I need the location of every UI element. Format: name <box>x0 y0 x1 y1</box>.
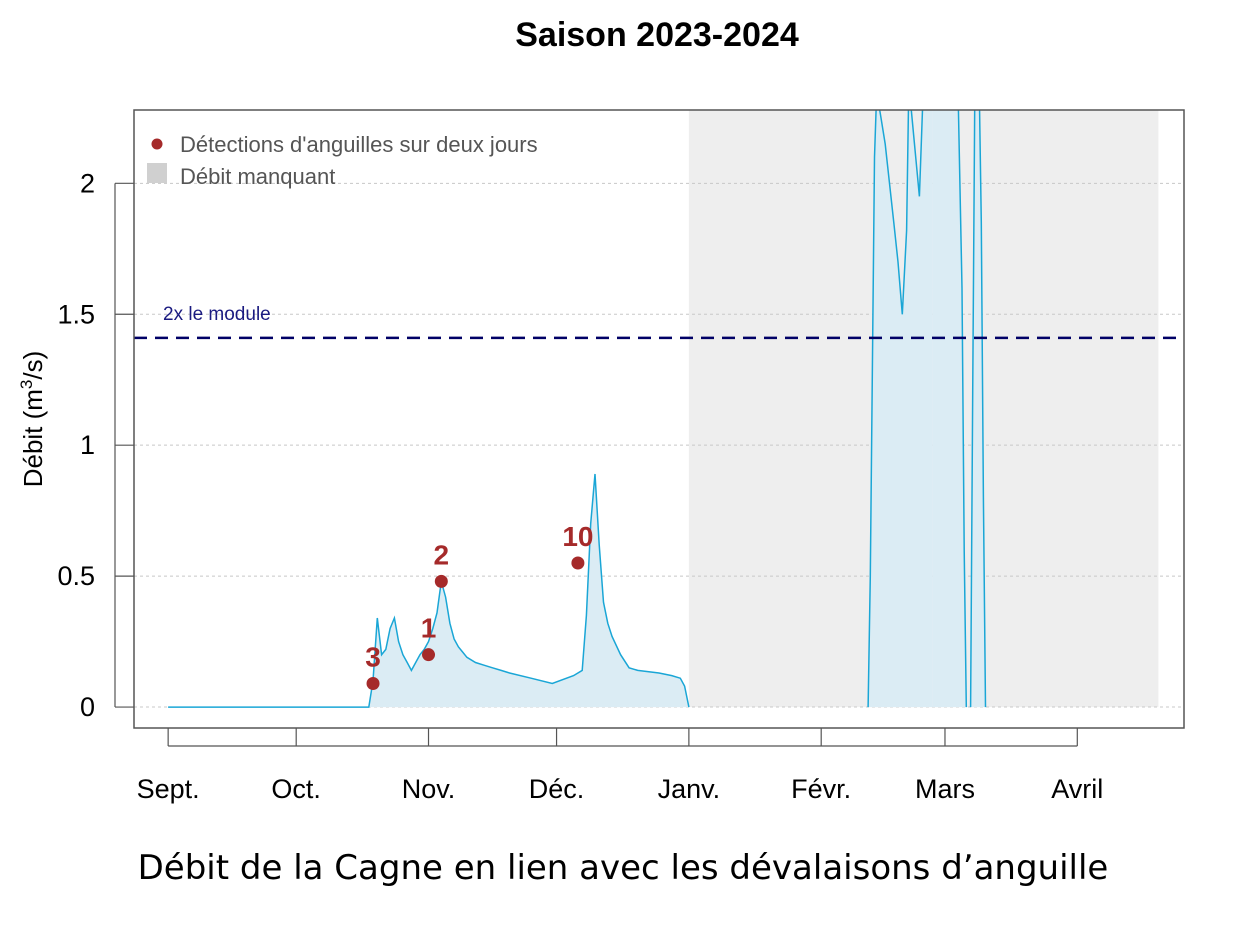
detection-point <box>571 556 585 570</box>
x-tick-label: Nov. <box>402 774 456 804</box>
flow-area <box>932 110 967 708</box>
legend-missing-label: Débit manquant <box>180 164 335 189</box>
plot-frame <box>133 109 1185 729</box>
chart-title: Saison 2023-2024 <box>515 16 799 54</box>
flow-line <box>168 473 690 708</box>
legend-missing-swatch <box>147 163 167 183</box>
detection-label: 2 <box>434 539 450 570</box>
detection-point <box>434 574 448 588</box>
reference-line-label: 2x le module <box>163 304 271 325</box>
x-tick-label: Déc. <box>529 774 585 804</box>
flow-area <box>168 474 689 708</box>
figure-caption: Débit de la Cagne en lien avec les déval… <box>137 848 1109 888</box>
x-tick-label: Avril <box>1051 774 1103 804</box>
flow-line <box>867 110 924 708</box>
y-axis-label-superscript: 3 <box>17 380 36 389</box>
y-tick-label: 0 <box>80 692 95 722</box>
x-tick-label: Sept. <box>137 774 200 804</box>
detection-label: 3 <box>365 641 381 672</box>
x-tick-label: Févr. <box>791 774 851 804</box>
y-tick-label: 1 <box>80 430 95 460</box>
detection-label: 1 <box>421 613 437 644</box>
x-tick-label: Oct. <box>271 774 321 804</box>
flow-line <box>957 110 968 708</box>
legend: Détections d'anguilles sur deux jours Dé… <box>147 132 538 189</box>
y-tick-label: 0.5 <box>57 561 95 591</box>
legend-detection-label: Détections d'anguilles sur deux jours <box>180 132 538 157</box>
x-tick-label: Janv. <box>658 774 721 804</box>
detection-label: 10 <box>562 521 593 552</box>
flow-area <box>868 110 933 708</box>
y-tick-label: 1.5 <box>57 299 95 329</box>
flow-line <box>969 110 987 708</box>
y-axis-label: Débit (m3/s) <box>17 351 48 488</box>
legend-detection-marker <box>151 138 163 150</box>
detection-point <box>422 648 436 662</box>
detection-point <box>366 676 380 690</box>
x-tick-label: Mars <box>915 774 975 804</box>
y-tick-label: 2 <box>80 168 95 198</box>
